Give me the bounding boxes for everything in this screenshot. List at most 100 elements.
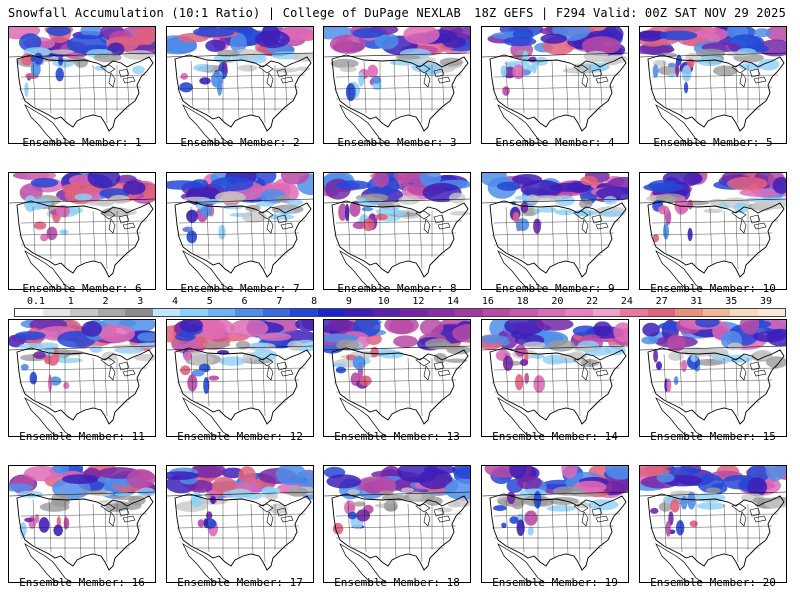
colorbar-swatch bbox=[400, 309, 428, 316]
usa-outline bbox=[647, 347, 785, 425]
colorbar-tick-label: 8 bbox=[311, 296, 318, 307]
colorbar-tick-label: 2 bbox=[102, 296, 109, 307]
ensemble-map-panel bbox=[323, 319, 471, 437]
usa-outline bbox=[174, 493, 312, 571]
canada-border bbox=[167, 491, 313, 497]
snowfall-map bbox=[482, 173, 628, 289]
mexico-outline bbox=[339, 397, 387, 436]
snowfall-map bbox=[640, 27, 786, 143]
ensemble-map-panel bbox=[481, 172, 629, 290]
snow-swath-rockies bbox=[652, 196, 693, 243]
snowfall-map bbox=[167, 27, 313, 143]
mexico-outline bbox=[655, 543, 703, 582]
state-borders bbox=[333, 206, 463, 270]
snowfall-map bbox=[167, 173, 313, 289]
snow-swath-rockies bbox=[652, 54, 695, 94]
ensemble-member-label: Ensemble Member: 13 bbox=[334, 430, 460, 443]
snowfall-map bbox=[640, 173, 786, 289]
mexico-outline bbox=[182, 397, 230, 436]
colorbar-swatch bbox=[97, 309, 125, 316]
colorbar-swatch bbox=[482, 309, 510, 316]
mexico-outline bbox=[339, 543, 387, 582]
usa-outline bbox=[647, 493, 785, 571]
snow-swath-canada bbox=[324, 173, 470, 206]
colorbar-swatch bbox=[592, 309, 620, 316]
colorbar-tick-label: 7 bbox=[276, 296, 283, 307]
colorbar-swatch bbox=[372, 309, 400, 316]
great-lakes bbox=[731, 503, 767, 527]
usa-outline bbox=[16, 493, 154, 571]
usa-outline bbox=[16, 54, 154, 132]
state-borders bbox=[491, 499, 621, 563]
mexico-outline bbox=[24, 250, 72, 289]
ensemble-member-label: Ensemble Member: 15 bbox=[650, 430, 776, 443]
mexico-outline bbox=[339, 250, 387, 289]
ensemble-member-label: Ensemble Member: 17 bbox=[177, 576, 303, 589]
colorbar-swatch bbox=[152, 309, 180, 316]
snowfall-map bbox=[482, 320, 628, 436]
snow-swath-canada bbox=[640, 466, 786, 497]
snowfall-map bbox=[9, 320, 155, 436]
state-borders bbox=[491, 206, 621, 270]
ensemble-member-label: Ensemble Member: 10 bbox=[650, 282, 776, 295]
ensemble-member-label: Ensemble Member: 18 bbox=[334, 576, 460, 589]
canada-border bbox=[9, 52, 155, 58]
great-lakes bbox=[573, 503, 609, 527]
colorbar-tick-label: 16 bbox=[481, 296, 494, 307]
snow-swath-canada bbox=[324, 466, 470, 501]
snow-swath-rockies bbox=[333, 346, 379, 389]
usa-outline bbox=[489, 493, 627, 571]
colorbar-swatch bbox=[510, 309, 538, 316]
colorbar-swatch bbox=[290, 309, 318, 316]
snowfall-map bbox=[9, 173, 155, 289]
mexico-outline bbox=[655, 397, 703, 436]
great-lakes bbox=[100, 210, 136, 234]
great-lakes bbox=[100, 357, 136, 381]
state-borders bbox=[649, 499, 779, 563]
snowfall-map bbox=[324, 173, 470, 289]
usa-outline bbox=[489, 54, 627, 132]
ensemble-member-label: Ensemble Member: 9 bbox=[495, 282, 615, 295]
colorbar-tick-label: 24 bbox=[620, 296, 633, 307]
ensemble-member-label: Ensemble Member: 2 bbox=[180, 136, 300, 149]
mexico-outline bbox=[497, 543, 545, 582]
ensemble-member-label: Ensemble Member: 16 bbox=[19, 576, 145, 589]
usa-outline bbox=[331, 493, 469, 571]
canada-border bbox=[482, 491, 628, 497]
canada-border bbox=[167, 52, 313, 58]
snow-swath-rockies bbox=[650, 491, 698, 537]
state-borders bbox=[176, 206, 306, 270]
colorbar-swatch bbox=[565, 309, 593, 316]
great-lakes bbox=[415, 64, 451, 88]
ensemble-member-label: Ensemble Member: 19 bbox=[492, 576, 618, 589]
ensemble-member-label: Ensemble Member: 1 bbox=[22, 136, 142, 149]
colorbar-tick-label: 14 bbox=[447, 296, 460, 307]
ensemble-map-panel bbox=[481, 26, 629, 144]
great-lakes bbox=[415, 503, 451, 527]
snowfall-map bbox=[640, 466, 786, 582]
canada-border bbox=[640, 491, 786, 497]
snowfall-colorbar bbox=[14, 308, 786, 317]
colorbar-tick-label: 20 bbox=[551, 296, 564, 307]
colorbar-tick-label: 0.1 bbox=[26, 296, 46, 307]
usa-outline bbox=[647, 200, 785, 278]
ensemble-member-label: Ensemble Member: 14 bbox=[492, 430, 618, 443]
ensemble-map-panel bbox=[8, 465, 156, 583]
mexico-outline bbox=[24, 543, 72, 582]
state-borders bbox=[649, 206, 779, 270]
mexico-outline bbox=[182, 104, 230, 143]
colorbar-tick-label: 5 bbox=[206, 296, 213, 307]
snowfall-map bbox=[324, 27, 470, 143]
ensemble-map-panel bbox=[323, 172, 471, 290]
canada-border bbox=[9, 198, 155, 204]
colorbar-swatch bbox=[702, 309, 730, 316]
colorbar-swatch bbox=[70, 309, 98, 316]
great-lakes bbox=[415, 357, 451, 381]
state-borders bbox=[491, 353, 621, 417]
ensemble-map-panel bbox=[8, 319, 156, 437]
canada-border bbox=[640, 345, 786, 351]
state-borders bbox=[491, 60, 621, 124]
colorbar-tick-label: 39 bbox=[759, 296, 773, 307]
state-borders bbox=[333, 499, 463, 563]
colorbar-tick-label: 1 bbox=[67, 296, 74, 307]
